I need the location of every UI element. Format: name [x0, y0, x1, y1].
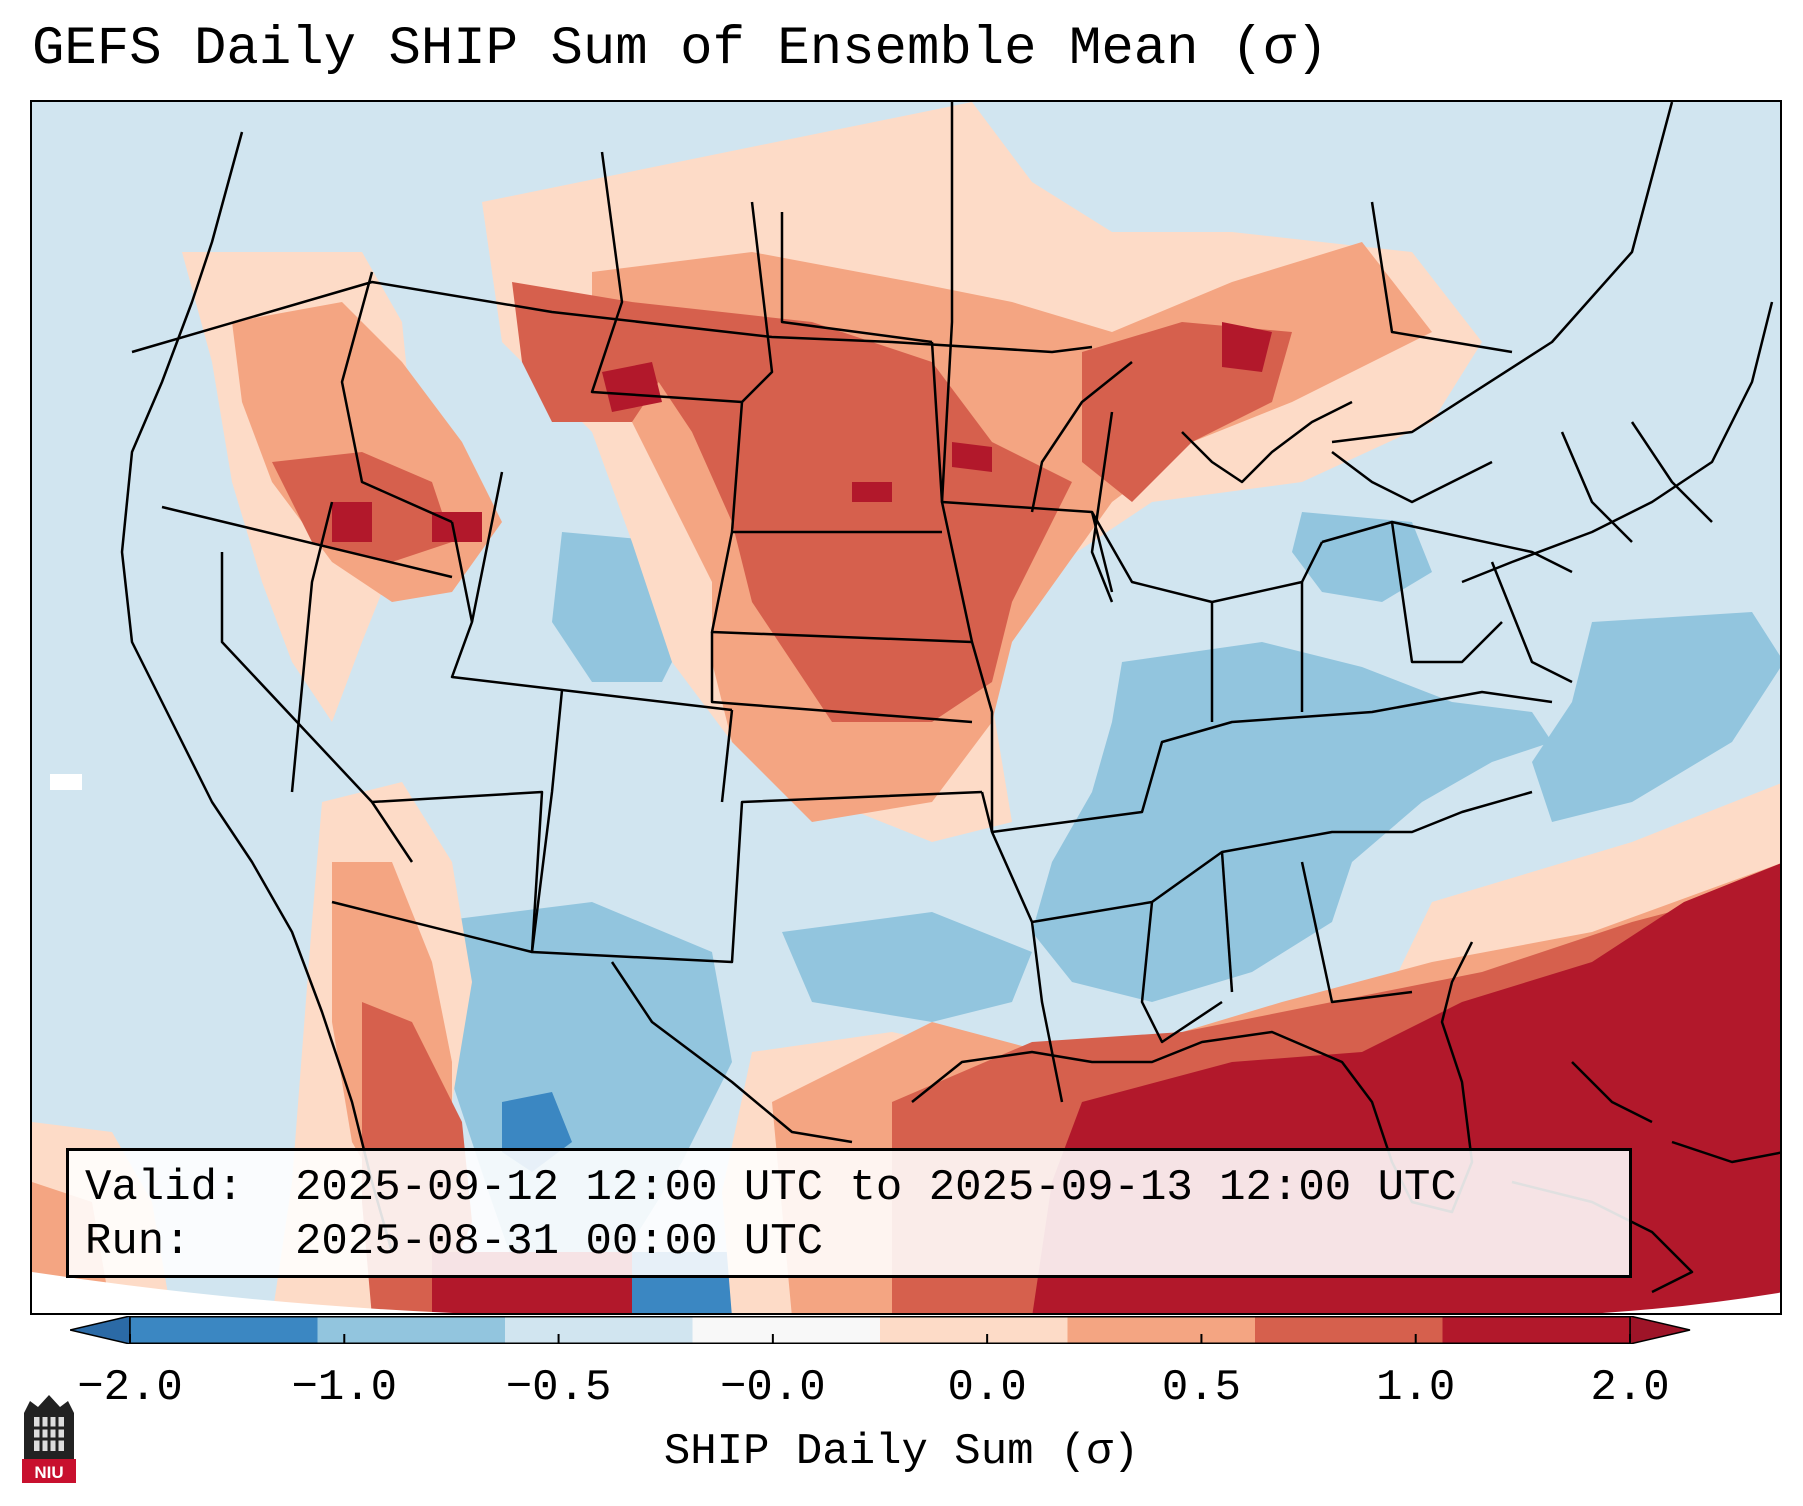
niu-logo: NIU — [22, 1395, 76, 1483]
colorbar-border — [129, 1316, 1631, 1344]
colorbar-label: SHIP Daily Sum (σ) — [663, 1427, 1140, 1477]
valid-label: Valid: — [85, 1163, 244, 1213]
colorbar-segment — [1067, 1316, 1255, 1344]
colorbar-segment — [1442, 1316, 1630, 1344]
colorbar-tick-label: 2.0 — [1590, 1363, 1670, 1413]
valid-value: 2025-09-12 12:00 UTC to 2025-09-13 12:00… — [295, 1163, 1457, 1213]
colorbar-segment — [317, 1316, 505, 1344]
anomaly-negative-atlantic — [1532, 612, 1780, 822]
missing-data-cell — [50, 774, 82, 790]
map-title: GEFS Daily SHIP Sum of Ensemble Mean (σ) — [32, 19, 1329, 80]
svg-text:NIU: NIU — [34, 1463, 63, 1482]
colorbar-tick-label: 1.0 — [1376, 1363, 1456, 1413]
colorbar-tick-label: −2.0 — [77, 1363, 183, 1413]
run-line: Run: 2025-08-31 00:00 UTC — [85, 1215, 1629, 1269]
valid-line: Valid: 2025-09-12 12:00 UTC to 2025-09-13… — [85, 1161, 1629, 1215]
colorbar-extend-high — [1629, 1316, 1691, 1344]
map-domain-edge-right — [1602, 1292, 1780, 1313]
colorbar-tick-label: 0.5 — [1161, 1363, 1242, 1413]
run-label: Run: — [85, 1217, 191, 1267]
anomaly-negative-northeast — [1292, 512, 1432, 602]
colorbar-segment — [130, 1316, 318, 1344]
map-domain-edge-left — [32, 1272, 454, 1313]
run-value: 2025-08-31 00:00 UTC — [295, 1217, 824, 1267]
anomaly-negative-southwest — [412, 902, 732, 1313]
colorbar-tick-label: −1.0 — [291, 1363, 398, 1413]
colorbar-tick-label: −0.0 — [720, 1363, 826, 1413]
colorbar-segment — [1255, 1316, 1443, 1344]
colorbar-tick-label: −0.5 — [505, 1363, 612, 1413]
map-panel — [30, 100, 1782, 1315]
state-borders — [120, 102, 1780, 1294]
colorbar-extend-low — [70, 1316, 131, 1344]
colorbar-tick-label: 0.0 — [947, 1363, 1027, 1413]
anomaly-negative-southeast — [1032, 642, 1552, 1002]
info-box: Valid: 2025-09-12 12:00 UTC to 2025-09-13… — [66, 1148, 1632, 1278]
colorbar-segment — [505, 1316, 693, 1344]
colorbar-segment — [880, 1316, 1068, 1344]
colorbar-segment — [692, 1316, 880, 1344]
colorbar — [70, 1316, 1691, 1344]
anomaly-map — [32, 102, 1780, 1313]
anomaly-negative-texas — [782, 912, 1032, 1022]
